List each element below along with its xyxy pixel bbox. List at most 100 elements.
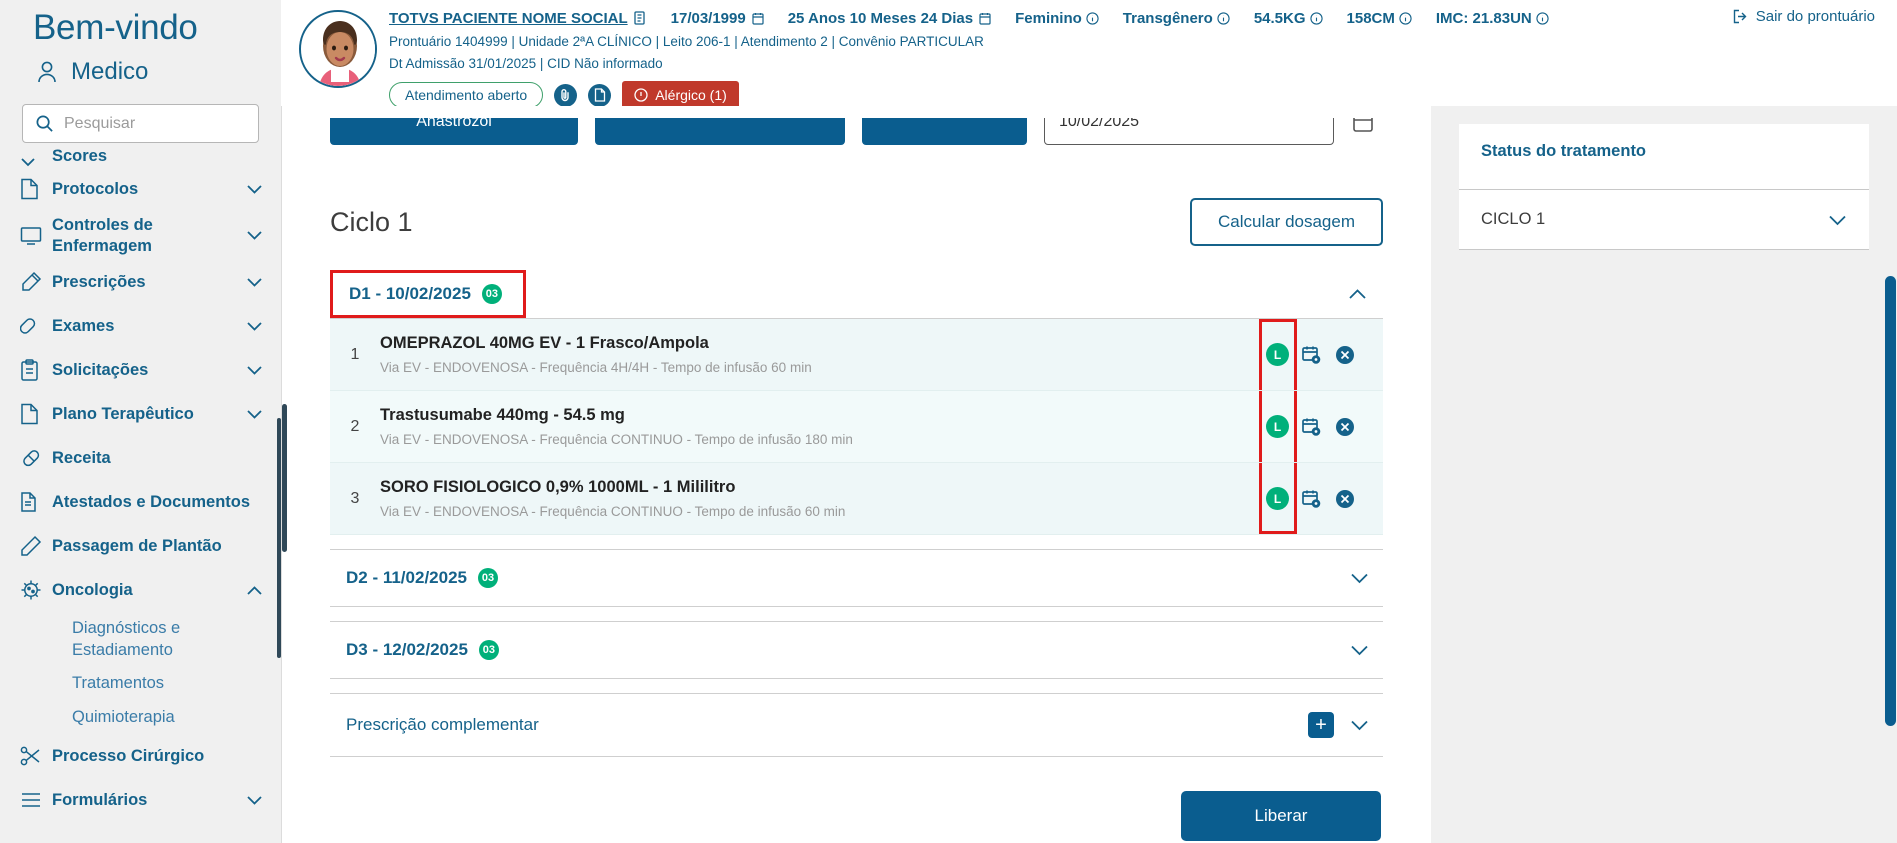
patient-info: TOTVS PACIENTE NOME SOCIAL 17/03/1999 25… bbox=[389, 8, 1549, 109]
page-scrollbar-thumb[interactable] bbox=[1885, 276, 1896, 726]
toolbar-button-2[interactable] bbox=[595, 118, 845, 145]
sidebar-subitem-diagnosticos-estadiamento[interactable]: Diagnósticos e Estadiamento bbox=[72, 619, 181, 659]
sidebar-item-passagem-plantao[interactable]: Passagem de Plantão bbox=[0, 524, 281, 568]
status-badge[interactable]: L bbox=[1266, 343, 1289, 366]
search-input[interactable] bbox=[64, 114, 246, 133]
sidebar-item-plano-terapeutico[interactable]: Plano Terapêutico bbox=[0, 392, 281, 436]
toolbar-button-3[interactable] bbox=[862, 118, 1027, 145]
table-row[interactable]: 1 OMEPRAZOL 40MG EV - 1 Frasco/Ampola Vi… bbox=[330, 319, 1383, 391]
complementary-prescription-header[interactable]: Prescrição complementar + bbox=[330, 693, 1383, 757]
table-row[interactable]: 2 Trastusumabe 440mg - 54.5 mg Via EV - … bbox=[330, 391, 1383, 463]
patient-name[interactable]: TOTVS PACIENTE NOME SOCIAL bbox=[389, 10, 628, 27]
table-row[interactable]: 3 SORO FISIOLOGICO 0,9% 1000ML - 1 Milil… bbox=[330, 463, 1383, 535]
day-header-row: D1 - 10/02/2025 03 bbox=[330, 270, 1383, 319]
day-header-d2[interactable]: D2 - 11/02/2025 03 bbox=[330, 549, 1383, 607]
test-tube-icon bbox=[20, 315, 52, 337]
pencil-icon bbox=[20, 535, 52, 557]
cycle-accordion-1[interactable]: CICLO 1 bbox=[1459, 190, 1869, 250]
chevron-down-icon[interactable] bbox=[1350, 644, 1369, 656]
page-scrollbar-track[interactable] bbox=[1884, 106, 1897, 843]
allergy-label: Alérgico (1) bbox=[655, 87, 727, 103]
close-icon[interactable] bbox=[1335, 417, 1355, 437]
sidebar-subitem-tratamentos[interactable]: Tratamentos bbox=[72, 674, 165, 693]
chevron-down-icon[interactable] bbox=[1828, 214, 1847, 226]
document-icon[interactable] bbox=[588, 83, 612, 107]
day-header-d1[interactable]: D1 - 10/02/2025 03 bbox=[330, 270, 526, 318]
status-badge[interactable]: L bbox=[1266, 415, 1289, 438]
sidebar-item-solicitacoes[interactable]: Solicitações bbox=[0, 348, 281, 392]
sidebar-item-label: Controles de Enfermagem bbox=[52, 216, 153, 255]
medication-detail: Via EV - ENDOVENOSA - Frequência CONTINU… bbox=[380, 504, 846, 519]
sidebar-item-formularios[interactable]: Formulários bbox=[0, 778, 281, 822]
status-badge[interactable]: L bbox=[1266, 487, 1289, 510]
info-icon[interactable] bbox=[1086, 12, 1099, 25]
chevron-down-icon[interactable] bbox=[241, 409, 263, 420]
chevron-down-icon[interactable] bbox=[241, 184, 263, 195]
copy-icon[interactable] bbox=[633, 11, 647, 26]
sidebar: Bem-vindo Medico Scores Protocol bbox=[0, 0, 281, 843]
user-icon bbox=[36, 60, 58, 84]
calendar-icon[interactable] bbox=[1351, 118, 1381, 145]
sidebar-item-protocolos[interactable]: Protocolos bbox=[0, 167, 281, 211]
day-label: D1 - 10/02/2025 bbox=[349, 284, 471, 303]
sidebar-item-controles-enfermagem[interactable]: Controles de Enfermagem bbox=[0, 211, 281, 260]
protocol-button[interactable]: Anastrozol bbox=[330, 118, 578, 145]
chevron-down-icon[interactable] bbox=[241, 365, 263, 376]
patient-admission-line: Dt Admissão 31/01/2025 | CID Não informa… bbox=[389, 56, 663, 71]
chevron-down-icon[interactable] bbox=[1350, 719, 1369, 731]
info-icon[interactable] bbox=[1536, 12, 1549, 25]
syringe-icon bbox=[20, 271, 52, 293]
schedule-settings-icon[interactable] bbox=[1301, 344, 1323, 366]
day-count-badge: 03 bbox=[478, 640, 499, 660]
sidebar-subitem-quimioterapia[interactable]: Quimioterapia bbox=[72, 707, 175, 726]
pill-icon bbox=[20, 447, 52, 469]
document-icon bbox=[20, 178, 52, 200]
search-box[interactable] bbox=[22, 104, 259, 143]
chevron-down-icon[interactable] bbox=[241, 321, 263, 332]
info-icon[interactable] bbox=[1217, 12, 1230, 25]
schedule-settings-icon[interactable] bbox=[1301, 416, 1323, 438]
chevron-down-icon[interactable] bbox=[241, 277, 263, 288]
patient-age: 25 Anos 10 Meses 24 Dias bbox=[787, 10, 974, 27]
add-icon[interactable]: + bbox=[1308, 712, 1334, 738]
sidebar-menu: Scores Protocolos Controles de Enfermage… bbox=[0, 145, 281, 822]
date-field[interactable]: 10/02/2025 bbox=[1044, 118, 1334, 145]
sidebar-item-scores[interactable]: Scores bbox=[0, 145, 281, 167]
user-profile[interactable]: Medico bbox=[0, 48, 281, 86]
day-label: D2 - 11/02/2025 bbox=[346, 568, 467, 587]
sidebar-item-processo-cirurgico[interactable]: Processo Cirúrgico bbox=[0, 734, 281, 778]
exit-record-label: Sair do prontuário bbox=[1755, 8, 1875, 25]
day-header-d3[interactable]: D3 - 12/02/2025 03 bbox=[330, 621, 1383, 679]
close-icon[interactable] bbox=[1335, 345, 1355, 365]
chevron-down-icon[interactable] bbox=[241, 230, 263, 241]
search-icon bbox=[35, 114, 54, 133]
allergy-badge[interactable]: Alérgico (1) bbox=[622, 81, 739, 109]
document-icon bbox=[20, 403, 52, 425]
row-index: 3 bbox=[350, 489, 360, 507]
content-scrollbar[interactable] bbox=[282, 404, 287, 552]
calculate-dosage-button[interactable]: Calcular dosagem bbox=[1189, 198, 1383, 246]
sidebar-item-receita[interactable]: Receita bbox=[0, 436, 281, 480]
schedule-settings-icon[interactable] bbox=[1301, 488, 1323, 510]
calendar-icon bbox=[752, 12, 764, 25]
chevron-down-icon[interactable] bbox=[1350, 572, 1369, 584]
sidebar-item-atestados-documentos[interactable]: Atestados e Documentos bbox=[0, 480, 281, 524]
alert-icon bbox=[634, 88, 648, 102]
info-icon[interactable] bbox=[1399, 12, 1412, 25]
sidebar-item-label: Receita bbox=[52, 448, 111, 467]
close-icon[interactable] bbox=[1335, 489, 1355, 509]
treatment-content: Anastrozol 10/02/2025 Ciclo 1 Calcular d… bbox=[281, 106, 1431, 843]
chevron-down-icon[interactable] bbox=[241, 795, 263, 806]
chevron-up-icon[interactable] bbox=[1348, 288, 1383, 300]
info-icon[interactable] bbox=[1309, 12, 1323, 25]
patient-record-line: Prontuário 1404999 | Unidade 2ªA CLÍNICO… bbox=[389, 34, 984, 49]
scissors-icon bbox=[20, 746, 52, 766]
sidebar-item-exames[interactable]: Exames bbox=[0, 304, 281, 348]
sidebar-scrollbar[interactable] bbox=[277, 418, 281, 658]
exit-record-button[interactable]: Sair do prontuário bbox=[1733, 8, 1875, 25]
attachment-icon[interactable] bbox=[554, 83, 578, 107]
chevron-up-icon[interactable] bbox=[241, 585, 263, 596]
sidebar-item-prescricoes[interactable]: Prescrições bbox=[0, 260, 281, 304]
sidebar-item-oncologia[interactable]: Oncologia bbox=[0, 568, 281, 612]
release-button[interactable]: Liberar bbox=[1181, 791, 1381, 841]
